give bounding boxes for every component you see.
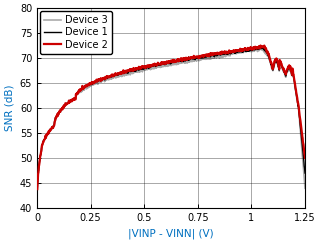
Device 2 <box>303 156 307 159</box>
Device 1 <box>63 104 67 107</box>
Device 2 <box>249 46 253 49</box>
Device 2 <box>244 48 248 51</box>
Y-axis label: SNR (dB): SNR (dB) <box>4 85 14 131</box>
Device 1 <box>303 172 307 174</box>
Device 3 <box>249 49 253 52</box>
Device 3 <box>144 68 148 71</box>
Line: Device 1: Device 1 <box>37 47 305 188</box>
Device 2 <box>144 65 148 68</box>
Device 3 <box>219 54 223 57</box>
Device 1 <box>244 50 248 53</box>
Device 2 <box>36 188 39 191</box>
Device 2 <box>63 105 67 108</box>
Device 1 <box>249 49 253 52</box>
Device 2 <box>259 44 262 47</box>
Legend: Device 3, Device 1, Device 2: Device 3, Device 1, Device 2 <box>40 11 112 54</box>
Device 1 <box>219 52 223 55</box>
Line: Device 3: Device 3 <box>37 48 305 188</box>
X-axis label: |VINP - VINN| (V): |VINP - VINN| (V) <box>128 228 214 239</box>
Device 3 <box>153 65 157 68</box>
Line: Device 2: Device 2 <box>37 45 305 189</box>
Device 3 <box>36 186 39 189</box>
Device 1 <box>260 46 264 49</box>
Device 3 <box>244 50 248 53</box>
Device 3 <box>303 187 307 190</box>
Device 1 <box>144 66 148 69</box>
Device 1 <box>153 64 157 67</box>
Device 2 <box>153 63 157 66</box>
Device 1 <box>36 186 39 189</box>
Device 3 <box>260 47 264 50</box>
Device 3 <box>63 104 67 107</box>
Device 2 <box>219 52 223 55</box>
